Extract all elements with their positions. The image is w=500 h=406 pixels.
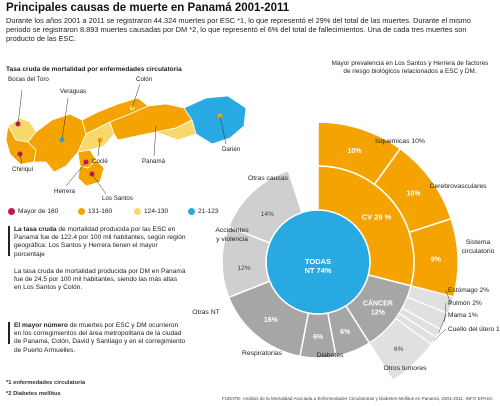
- map-label-darien: Darién: [222, 146, 241, 153]
- cancer-leader-1: [444, 302, 447, 322]
- inner-value-3: 6%: [313, 334, 324, 341]
- label-diabetes: Diabetes: [317, 352, 344, 359]
- center-value: NT 74%: [304, 266, 331, 275]
- note-bar: [8, 226, 10, 256]
- legend-swatch: [8, 207, 15, 215]
- footnote-2: *2 Diabetes mellitus: [6, 391, 61, 397]
- region-veraguas: [27, 113, 87, 173]
- cv-value-1: 10%: [406, 191, 421, 198]
- cancer-label-4: Otros tumores: [383, 365, 427, 372]
- inner-label-0: CV 29 %: [362, 213, 392, 222]
- cv-label-2a: Sistema: [466, 239, 491, 246]
- legend-label: Mayor de 160: [18, 207, 59, 215]
- label-accidentes-2: y violencia: [216, 236, 248, 243]
- legend-item-1: 131-160: [78, 206, 112, 216]
- legend-swatch: [188, 207, 195, 215]
- label-otras-nt: Otras NT: [192, 309, 220, 316]
- legend-item-3: 21-123: [188, 206, 219, 216]
- legend-label: 21-123: [198, 207, 219, 215]
- inner-label-1: CÁNCER: [363, 298, 393, 307]
- map-title: Tasa cruda de mortalidad por enfermedade…: [6, 66, 182, 73]
- cancer-label-3: Cuello del útero 1%: [448, 326, 500, 333]
- cv-label-0: Isquemicas 10%: [375, 138, 425, 145]
- inner-value-1: 12%: [371, 309, 386, 316]
- inner-value-5: 12%: [237, 265, 250, 272]
- legend-label: 124-130: [144, 207, 169, 215]
- cancer-leader-3: [433, 328, 447, 341]
- map-label-bocas: Bocas del Toro: [8, 76, 49, 83]
- cv-label-1: Cerebrovasculares: [429, 183, 487, 190]
- map-label-chiriqui: Chiriquí: [12, 166, 34, 173]
- intro-paragraph: Durante los años 2001 a 2011 se registra…: [6, 16, 471, 43]
- legend-swatch: [134, 207, 141, 215]
- note-1-bold: La tasa cruda: [14, 226, 57, 233]
- cancer-label-2: Mama 1%: [448, 312, 478, 319]
- note-2-text: de muertes por ESC y DM ocurrieron en lo…: [14, 322, 186, 354]
- map-label-colon: Colón: [136, 76, 153, 83]
- legend-swatch: [78, 207, 85, 215]
- map-label-panama: Panamá: [142, 158, 166, 165]
- label-accidentes-1: Accidentes: [215, 227, 249, 234]
- note-2: El mayor número de muertes por ESC y DM …: [14, 322, 186, 355]
- cancer-label-0: Estómago 2%: [448, 287, 489, 294]
- map-svg: [5, 83, 247, 195]
- page-title: Principales causas de muerte en Panamá 2…: [6, 2, 290, 14]
- map-label-herrera: Herrera: [54, 188, 75, 195]
- note-1-text: de mortalidad producida por las ESC en P…: [14, 226, 186, 258]
- cv-value-2: 9%: [431, 256, 442, 263]
- note-1: La tasa cruda de mortalidad producida po…: [14, 226, 186, 259]
- label-respiratorias: Respiratorias: [242, 350, 283, 357]
- region-comarca: [154, 119, 197, 141]
- inner-value-4: 16%: [264, 317, 279, 324]
- cancer-leader-2: [438, 314, 447, 334]
- cv-value-0: 10%: [347, 148, 362, 155]
- legend-label: 131-160: [88, 207, 113, 215]
- map-label-veraguas: Veraguas: [60, 88, 87, 95]
- note-1b: La tasa cruda de mortalidad producida po…: [14, 268, 186, 292]
- footnote-1: *1 enfermedades circulatoria: [6, 380, 86, 386]
- cancer-value-4: 6%: [394, 346, 404, 353]
- note-2-bold: El mayor número: [14, 322, 68, 329]
- note-bar: [8, 322, 10, 344]
- cancer-label-1: Pulmón 2%: [448, 300, 482, 307]
- label-otras-causas: Otras causas: [248, 175, 289, 182]
- chart-note: Mayor prevalencia en Los Santos y Herrer…: [331, 60, 489, 75]
- legend-item-2: 124-130: [134, 206, 168, 216]
- cancer-segment-4: [368, 317, 433, 382]
- center-label: TODAS: [305, 257, 331, 266]
- inner-value-2: 6%: [340, 329, 351, 336]
- map-label-lossantos: Los Santos: [102, 195, 133, 202]
- cv-label-2b: circulatorio: [462, 248, 495, 255]
- cancer-leader-0: [445, 289, 452, 306]
- inner-value-6: 14%: [261, 211, 274, 218]
- inner-segment-6: [227, 169, 303, 244]
- source-text: FUENTE: Análisis de la Mortalidad Asocia…: [222, 396, 493, 401]
- legend-item-0: Mayor de 160: [8, 206, 58, 216]
- map-label-cocle: Coclé: [92, 158, 108, 165]
- panama-map: Bocas del Toro Veraguas Colón Darién Chi…: [5, 74, 248, 202]
